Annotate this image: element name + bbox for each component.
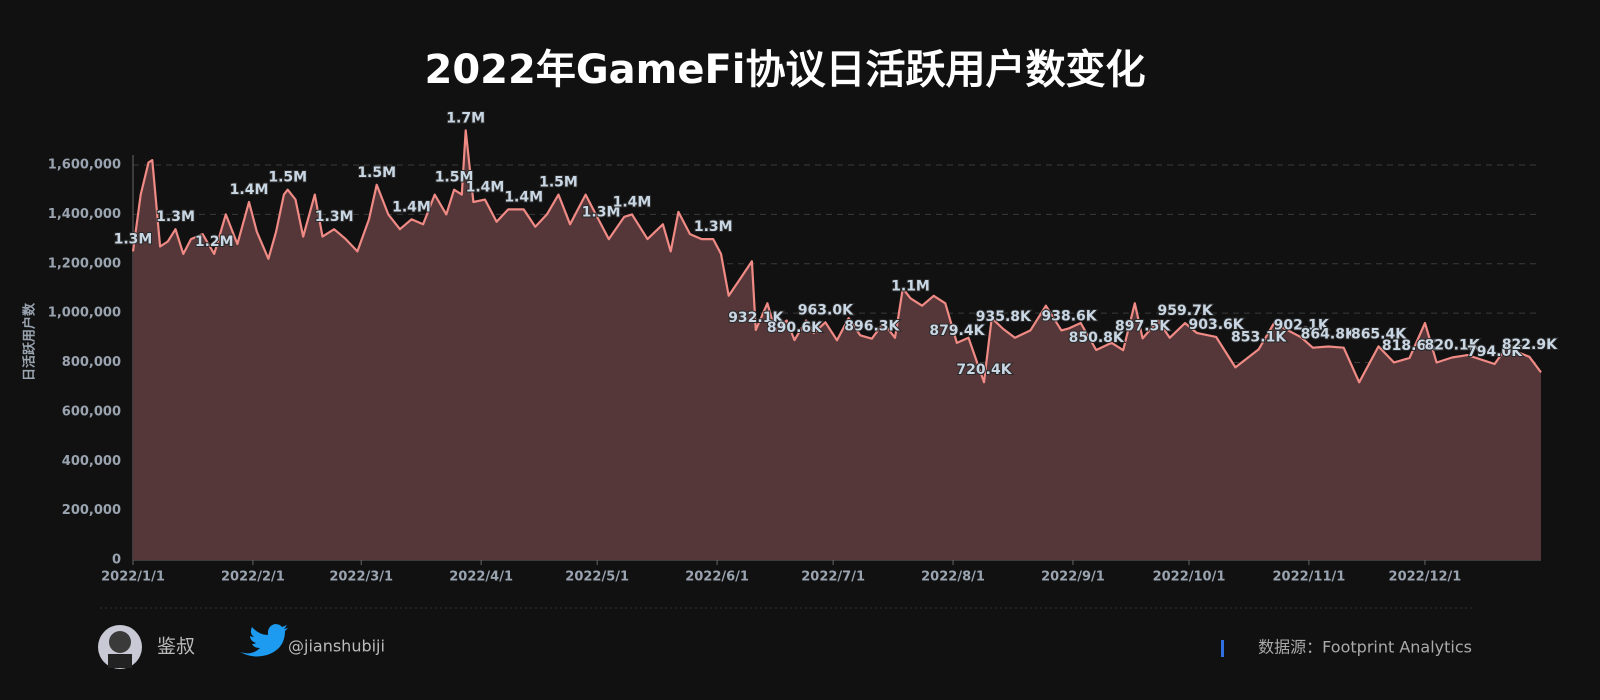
twitter-handle: @jianshubiji — [288, 637, 385, 656]
x-tick-label: 2022/1/1 — [101, 570, 165, 585]
y-tick-label: 600,000 — [62, 404, 121, 419]
y-axis-title: 日活跃用户数 — [22, 302, 38, 381]
data-source: 数据源：Footprint Analytics — [1258, 638, 1472, 657]
value-label: 1.5M — [539, 175, 578, 191]
source-marker — [1221, 640, 1224, 657]
y-tick-label: 200,000 — [62, 503, 121, 518]
value-label: 897.5K — [1115, 318, 1171, 334]
line — [131, 129, 1542, 384]
value-label: 1.5M — [268, 170, 307, 186]
x-tick-label: 2022/5/1 — [565, 570, 629, 585]
x-tick-label: 2022/7/1 — [801, 570, 865, 585]
y-tick-label: 1,600,000 — [48, 158, 121, 173]
y-tick-label: 1,000,000 — [48, 306, 121, 321]
value-label: 850.8K — [1069, 330, 1125, 346]
y-tick-label: 1,200,000 — [48, 256, 121, 271]
value-label: 1.3M — [694, 219, 733, 235]
x-tick-label: 2022/9/1 — [1041, 570, 1105, 585]
x-tick-label: 2022/4/1 — [449, 570, 513, 585]
y-tick-label: 1,400,000 — [48, 207, 121, 222]
value-label: 1.4M — [230, 182, 269, 198]
x-tick-label: 2022/11/1 — [1272, 570, 1345, 585]
value-label: 820.1K — [1424, 338, 1480, 354]
value-label: 938.6K — [1042, 308, 1098, 324]
value-label: 903.6K — [1189, 317, 1245, 333]
y-tick-label: 400,000 — [62, 454, 121, 469]
x-tick-label: 2022/12/1 — [1389, 570, 1462, 585]
value-label: 1.3M — [114, 231, 153, 247]
value-label: 1.4M — [466, 180, 505, 196]
x-tick-label: 2022/8/1 — [921, 570, 985, 585]
value-label: 902.1K — [1274, 317, 1330, 333]
value-label: 959.7K — [1158, 303, 1214, 319]
value-label: 879.4K — [929, 323, 985, 339]
value-label: 865.4K — [1351, 326, 1407, 342]
value-label: 1.3M — [582, 204, 621, 220]
value-label: 1.4M — [613, 194, 652, 210]
value-label: 1.4M — [392, 199, 431, 215]
value-label: 1.1M — [891, 278, 930, 294]
value-label: 1.2M — [195, 234, 234, 250]
value-label: 963.0K — [798, 302, 854, 318]
y-tick-label: 0 — [112, 553, 121, 568]
value-label: 1.3M — [156, 209, 195, 225]
value-label: 794.0K — [1467, 344, 1523, 360]
value-label: 1.3M — [315, 209, 354, 225]
area-fill — [133, 130, 1541, 560]
value-label: 1.7M — [446, 110, 485, 126]
value-label: 864.8K — [1301, 327, 1357, 343]
value-label: 822.9K — [1502, 337, 1558, 353]
avatar — [98, 625, 142, 669]
value-label: 935.8K — [976, 309, 1032, 325]
y-tick-label: 800,000 — [62, 355, 121, 370]
value-label: 1.4M — [504, 189, 543, 205]
x-tick-label: 2022/10/1 — [1153, 570, 1226, 585]
author-name: 鉴叔 — [157, 636, 195, 658]
x-tick-label: 2022/2/1 — [221, 570, 285, 585]
value-label: 853.1K — [1231, 329, 1287, 345]
twitter-icon — [240, 624, 288, 657]
x-tick-label: 2022/6/1 — [685, 570, 749, 585]
x-tick-label: 2022/3/1 — [329, 570, 393, 585]
value-label: 720.4K — [956, 362, 1012, 378]
value-label: 890.6K — [767, 320, 823, 336]
value-label: 932.1K — [728, 310, 784, 326]
chart-title: 2022年GameFi协议日活跃用户数变化 — [425, 47, 1146, 93]
value-label: 1.5M — [435, 170, 474, 186]
value-label: 818.6K — [1382, 338, 1438, 354]
value-label: 1.5M — [357, 165, 396, 181]
value-label: 896.3K — [844, 319, 900, 335]
